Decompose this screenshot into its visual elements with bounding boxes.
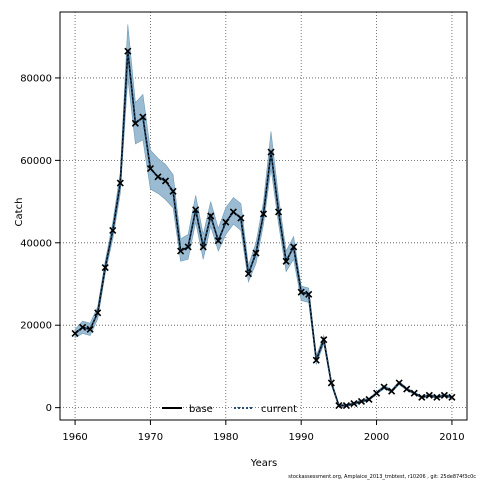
data-point-marker [410,389,418,397]
plot-frame [59,11,468,421]
x-axis-title: Years [250,458,277,469]
x-axis: 1960 1970 1980 1990 2000 2010 [62,420,465,443]
data-point-marker [327,379,335,387]
data-point-marker [350,399,358,408]
data-point-marker [448,393,456,401]
data-point-marker [79,323,87,331]
data-point-marker [267,148,275,156]
data-point-marker [71,329,79,338]
data-point-marker [282,257,290,265]
data-point-marker [312,356,320,364]
data-point-marker [305,290,313,298]
legend-current-label: current [261,404,297,415]
data-point-marker [192,206,200,214]
data-point-marker [214,237,222,245]
x-tick-label: 1970 [138,432,163,443]
data-point-marker [320,336,328,344]
data-point-marker [229,208,237,216]
data-point-marker [335,402,343,410]
y-axis-title: Catch [14,198,25,227]
data-point-marker [380,383,388,391]
x-tick-label: 1960 [62,432,87,443]
data-point-marker [101,263,109,272]
data-point-marker [222,218,230,226]
data-point-marker [275,208,283,216]
data-point-marker [184,243,192,251]
data-point-marker [425,391,433,399]
data-point-marker [342,402,350,410]
x-tick-label: 1980 [213,432,238,443]
data-point-marker [395,379,403,387]
data-point-marker [94,309,102,317]
y-tick-label: 20000 [20,321,52,332]
data-point-marker [207,212,215,220]
data-point-marker [259,210,268,218]
data-point-marker [403,385,411,393]
data-point-marker [418,393,426,401]
legend: base current [162,404,297,415]
data-point-marker [161,177,170,185]
data-point-marker [86,325,94,333]
data-point-marker [139,113,147,121]
data-point-marker [124,47,132,55]
data-point-marker [199,243,207,251]
data-point-marker [297,288,305,296]
data-point-marker [116,179,124,187]
y-tick-label: 80000 [20,73,52,84]
data-point-marker [237,214,245,222]
data-point-marker [440,391,448,399]
x-tick-label: 1990 [288,432,313,443]
data-point-marker [154,173,162,181]
data-point-markers [71,47,456,410]
legend-base-label: base [189,404,213,415]
data-point-marker [433,393,441,401]
data-point-marker [372,389,381,397]
data-point-marker [365,395,373,403]
data-point-marker [177,247,185,255]
data-point-marker [131,119,139,127]
data-point-marker [244,270,252,278]
data-point-marker [388,387,396,395]
data-point-marker [357,397,366,406]
x-tick-label: 2000 [364,432,389,443]
x-tick-label: 2010 [439,432,464,443]
data-point-marker [109,226,117,234]
footer-note: stockassessment.org, Amplaice_2013_tmbte… [288,474,476,480]
y-tick-label: 40000 [20,238,52,249]
data-point-marker [169,187,177,195]
grid-lines [60,12,467,420]
data-point-marker [146,165,155,173]
y-tick-label: 60000 [20,156,52,167]
data-point-marker [252,249,260,257]
y-axis: 0 20000 40000 60000 80000 [20,73,60,414]
data-point-marker [290,243,298,251]
y-tick-label: 0 [46,403,52,414]
